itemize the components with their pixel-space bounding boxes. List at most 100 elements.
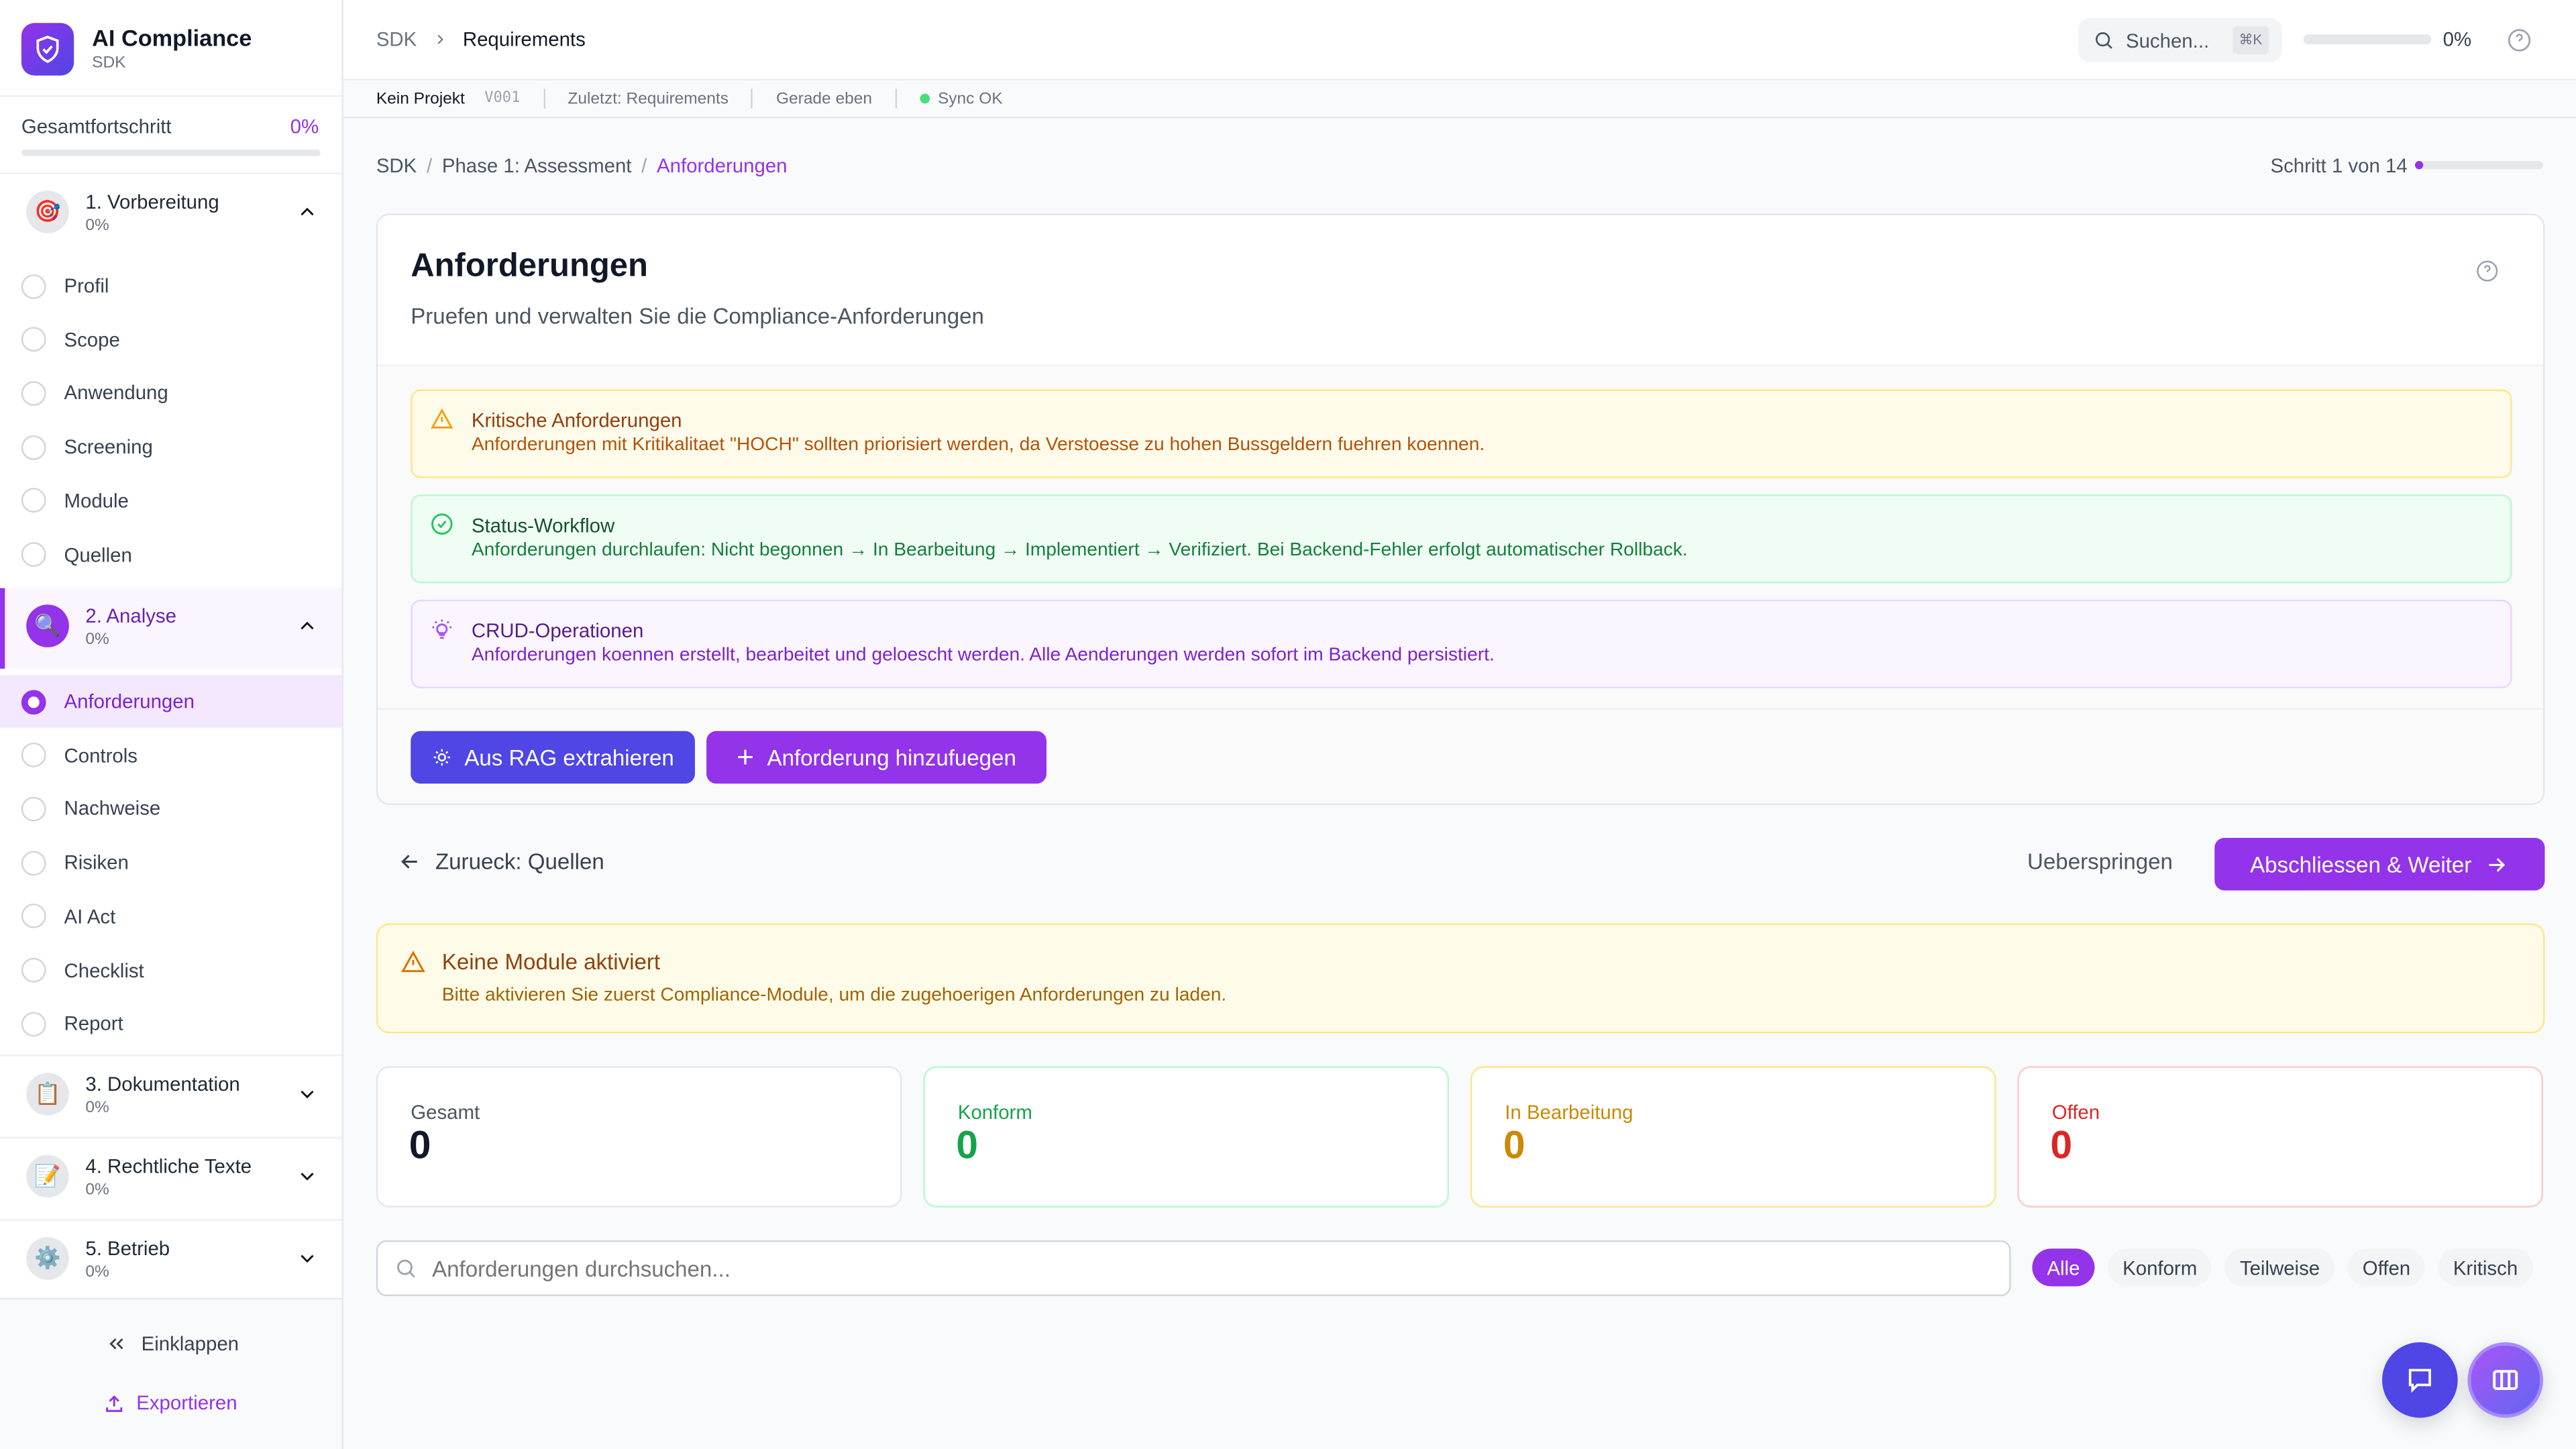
- collapse-label: Einklappen: [141, 1332, 239, 1356]
- chevron-up-icon: [301, 207, 314, 216]
- step-radio-icon: [21, 434, 46, 460]
- info-area: Kritische Anforderungen Anforderungen mi…: [378, 364, 2544, 804]
- breadcrumb-current: Requirements: [462, 28, 586, 51]
- sidebar-item-label: Quellen: [64, 543, 132, 566]
- step-radio-icon: [21, 542, 46, 567]
- chat-button[interactable]: [2382, 1342, 2458, 1418]
- plus-icon: +: [737, 741, 754, 774]
- sidebar-item-quellen[interactable]: Quellen: [0, 528, 341, 580]
- search-placeholder: Suchen...: [2125, 28, 2210, 52]
- sidebar: AI Compliance SDK Gesamtfortschritt 0% 🎯…: [0, 0, 343, 1449]
- sidebar-item-anforderungen[interactable]: Anforderungen: [0, 675, 342, 728]
- help-icon[interactable]: [2507, 28, 2532, 53]
- section-analyse[interactable]: 🔍 2. Analyse 0%: [0, 588, 342, 669]
- requirements-search[interactable]: [376, 1240, 2011, 1297]
- sidebar-item-label: Module: [64, 489, 129, 513]
- sidebar-item-ai-act[interactable]: AI Act: [0, 890, 341, 943]
- alert-title: Kritische Anforderungen: [471, 409, 682, 433]
- crumb-sep: /: [426, 154, 433, 178]
- arrow-right-icon: [2489, 857, 2506, 871]
- clipboard-icon: 📋: [26, 1073, 69, 1116]
- section-label: 2. Analyse: [85, 604, 176, 628]
- sidebar-item-profil[interactable]: Profil: [0, 260, 341, 312]
- warning-icon: [401, 950, 425, 973]
- sidebar-item-module[interactable]: Module: [0, 474, 341, 527]
- sidebar-item-label: AI Act: [64, 904, 116, 928]
- chevron-down-icon: [301, 1173, 314, 1181]
- filter-offen[interactable]: Offen: [2347, 1248, 2426, 1287]
- sidebar-item-label: Anforderungen: [64, 690, 195, 713]
- search-icon: [397, 1259, 415, 1278]
- no-modules-warning: Keine Module aktiviert Bitte aktivieren …: [376, 923, 2545, 1034]
- chevron-down-icon: [301, 1254, 314, 1263]
- sidebar-item-label: Anwendung: [64, 382, 168, 405]
- breadcrumb-sdk[interactable]: SDK: [376, 28, 417, 51]
- global-search[interactable]: Suchen... ⌘K: [2078, 17, 2282, 63]
- back-button[interactable]: Zurueck: Quellen: [398, 849, 604, 874]
- top-progress-value: 0%: [2443, 28, 2472, 51]
- step-radio-icon: [21, 904, 46, 929]
- sidebar-item-screening[interactable]: Screening: [0, 421, 341, 473]
- section-label: 1. Vorbereitung: [85, 191, 219, 214]
- crumb-phase[interactable]: Phase 1: Assessment: [441, 154, 632, 178]
- back-label: Zurueck: Quellen: [435, 849, 604, 874]
- export-button[interactable]: Exportieren: [103, 1391, 237, 1415]
- panels-button[interactable]: [2467, 1342, 2544, 1418]
- section-betrieb[interactable]: ⚙️ 5. Betrieb 0%: [0, 1221, 341, 1301]
- app-subtitle: SDK: [92, 54, 126, 72]
- rag-extract-button[interactable]: Aus RAG extrahieren: [411, 731, 695, 784]
- sidebar-item-label: Controls: [64, 743, 138, 767]
- sidebar-item-anwendung[interactable]: Anwendung: [0, 367, 341, 419]
- sidebar-item-nachweise[interactable]: Nachweise: [0, 783, 341, 835]
- sidebar-item-report[interactable]: Report: [0, 998, 341, 1050]
- complete-next-button[interactable]: Abschliessen & Weiter: [2214, 837, 2545, 891]
- skip-button[interactable]: Ueberspringen: [2027, 849, 2173, 874]
- filter-alle[interactable]: Alle: [2032, 1248, 2095, 1287]
- step-radio-icon: [21, 850, 46, 875]
- section-label: 3. Dokumentation: [85, 1073, 240, 1096]
- help-icon[interactable]: [2476, 260, 2499, 282]
- last-page: Zuletzt: Requirements: [568, 89, 729, 108]
- sidebar-item-label: Report: [64, 1012, 123, 1036]
- section-rechtliche-texte[interactable]: 📝 4. Rechtliche Texte 0%: [0, 1138, 341, 1219]
- chevron-right-icon: [437, 34, 443, 44]
- requirements-search-input[interactable]: [432, 1256, 1911, 1281]
- step-radio-icon: [21, 488, 46, 513]
- lightbulb-icon: [432, 619, 452, 639]
- stat-label: Gesamt: [411, 1100, 480, 1124]
- filter-teilweise[interactable]: Teilweise: [2224, 1248, 2335, 1287]
- sparkle-icon: [433, 749, 450, 766]
- crumb-sdk[interactable]: SDK: [376, 154, 417, 178]
- crumb-current: Anforderungen: [657, 154, 788, 178]
- filter-kritisch[interactable]: Kritisch: [2438, 1248, 2533, 1287]
- step-radio-icon: [21, 380, 46, 406]
- step-indicator: Schritt 1 von 14: [2270, 154, 2408, 178]
- alert-title: Status-Workflow: [471, 514, 615, 537]
- sidebar-footer: Einklappen Exportieren: [0, 1297, 342, 1449]
- step-progress-bar: [2415, 161, 2544, 170]
- sidebar-item-controls[interactable]: Controls: [0, 729, 341, 782]
- sidebar-item-risiken[interactable]: Risiken: [0, 837, 341, 889]
- stat-in-bearbeitung: In Bearbeitung 0: [1470, 1066, 1996, 1208]
- page-header-card: Anforderungen Pruefen und verwalten Sie …: [376, 213, 2545, 806]
- filter-konform[interactable]: Konform: [2108, 1248, 2212, 1287]
- section-label: 5. Betrieb: [85, 1237, 170, 1260]
- stat-value: 0: [2050, 1124, 2073, 1169]
- sidebar-item-label: Scope: [64, 328, 120, 352]
- sidebar-item-scope[interactable]: Scope: [0, 313, 341, 366]
- section-vorbereitung[interactable]: 🎯 1. Vorbereitung 0%: [0, 174, 341, 255]
- complete-next-label: Abschliessen & Weiter: [2250, 851, 2472, 877]
- sidebar-item-checklist[interactable]: Checklist: [0, 944, 341, 996]
- filter-chips: Alle Konform Teilweise Offen Kritisch: [2032, 1248, 2533, 1287]
- rag-extract-label: Aus RAG extrahieren: [464, 745, 674, 770]
- upload-icon: [106, 1394, 123, 1411]
- section-dokumentation[interactable]: 📋 3. Dokumentation 0%: [0, 1057, 341, 1137]
- chevron-up-icon: [301, 621, 314, 630]
- check-circle-icon: [431, 513, 453, 535]
- top-breadcrumb: SDK Requirements: [376, 28, 586, 51]
- step-radio-icon: [21, 689, 46, 714]
- add-requirement-button[interactable]: + Anforderung hinzufuegen: [706, 731, 1047, 784]
- collapse-button[interactable]: Einklappen: [105, 1332, 239, 1355]
- overall-progress-label: Gesamtfortschritt: [21, 115, 172, 138]
- alert-text: Anforderungen durchlaufen: Nicht begonne…: [471, 540, 1688, 561]
